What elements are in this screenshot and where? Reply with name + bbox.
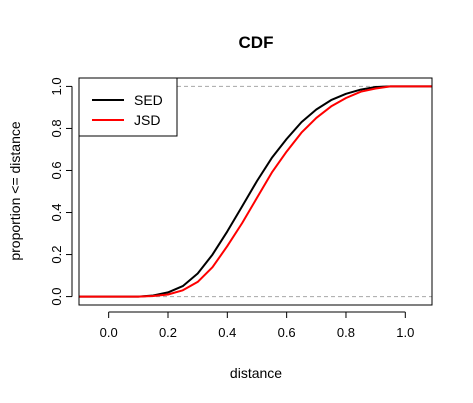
y-tick-label: 0.0 <box>49 288 64 306</box>
y-tick-label: 1.0 <box>49 77 64 95</box>
chart-title: CDF <box>239 33 274 52</box>
series-line-jsd <box>79 85 432 298</box>
legend-label-jsd: JSD <box>134 112 160 128</box>
x-tick-label: 0.4 <box>218 325 236 340</box>
x-axis-label: distance <box>230 365 282 381</box>
y-axis-label: proportion <= distance <box>7 121 23 261</box>
y-tick-label: 0.2 <box>49 246 64 264</box>
y-tick-label: 0.4 <box>49 203 64 221</box>
x-tick-label: 0.6 <box>278 325 296 340</box>
series-lines <box>79 85 432 298</box>
x-tick-label: 0.2 <box>159 325 177 340</box>
y-tick-label: 0.6 <box>49 161 64 179</box>
legend: SED JSD <box>78 77 178 137</box>
x-tick-label: 1.0 <box>396 325 414 340</box>
x-axis: 0.0 0.2 0.4 0.6 0.8 1.0 <box>100 311 414 340</box>
y-axis: 0.0 0.2 0.4 0.6 0.8 1.0 <box>49 77 73 306</box>
x-tick-label: 0.0 <box>100 325 118 340</box>
plot-frame <box>78 77 433 306</box>
legend-label-sed: SED <box>134 92 163 108</box>
legend-box <box>78 77 178 137</box>
x-tick-label: 0.8 <box>337 325 355 340</box>
series-line-sed <box>79 85 432 298</box>
y-tick-label: 0.8 <box>49 119 64 137</box>
